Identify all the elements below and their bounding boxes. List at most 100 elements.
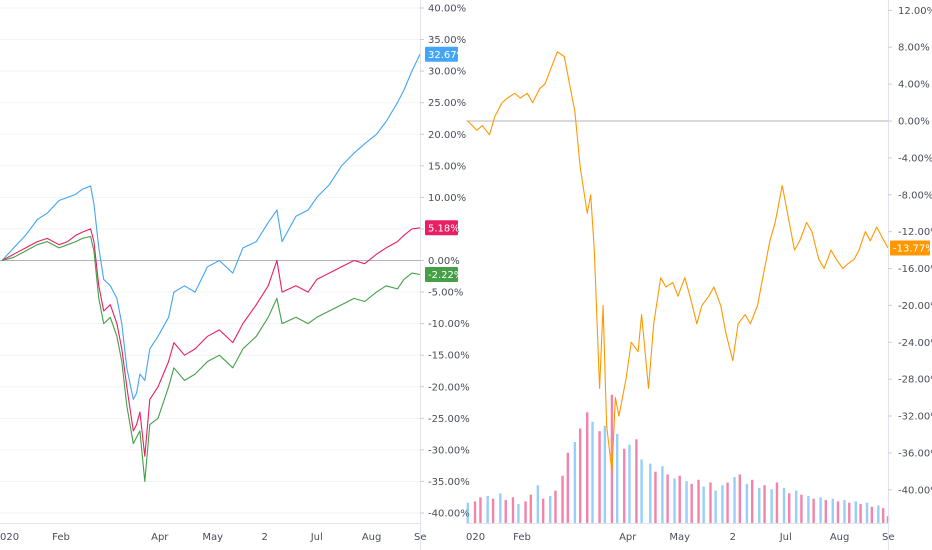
y-tick-label: -20.00% xyxy=(898,301,932,312)
volume-bar xyxy=(511,497,515,523)
y-tick-label: -16.00% xyxy=(898,264,932,275)
x-tick-label: 2 xyxy=(262,532,268,543)
volume-bar xyxy=(529,494,533,523)
y-tick-label: -12.00% xyxy=(898,227,932,238)
y-tick-label: 4.00% xyxy=(898,80,930,91)
y-tick-label: 20.00% xyxy=(428,130,466,141)
volume-bar xyxy=(598,431,601,523)
last-value-label: -13.77% xyxy=(893,243,932,254)
volume-bar xyxy=(473,501,477,523)
right-last-value-badges: -13.77% xyxy=(890,240,932,256)
x-tick-label: Apr xyxy=(151,532,169,543)
volume-bar xyxy=(877,505,880,523)
volume-bar xyxy=(578,428,582,523)
x-tick-label: Feb xyxy=(52,532,70,543)
volume-bar xyxy=(640,459,643,523)
volume-bar xyxy=(824,500,828,523)
volume-bar xyxy=(573,442,577,523)
x-tick-label: Se xyxy=(882,532,895,543)
x-tick-label: Aug xyxy=(362,532,382,543)
y-tick-label: -40.00% xyxy=(428,509,470,520)
y-tick-label: 12.00% xyxy=(898,6,932,17)
volume-bar xyxy=(775,482,779,523)
y-tick-label: -20.00% xyxy=(428,382,470,393)
y-tick-label: 15.00% xyxy=(428,161,466,172)
y-tick-label: -5.00% xyxy=(428,288,463,299)
x-tick-label: May xyxy=(202,532,223,543)
volume-bar xyxy=(819,497,822,523)
volume-bar xyxy=(479,497,482,523)
volume-bar xyxy=(726,482,729,523)
volume-bar xyxy=(709,482,712,523)
volume-bar xyxy=(549,496,552,523)
series-line xyxy=(1,235,421,482)
volume-bar xyxy=(591,421,594,523)
last-value-badge xyxy=(890,240,930,256)
right-volume-bars xyxy=(466,394,890,523)
volume-bar xyxy=(499,493,502,523)
volume-bar xyxy=(714,490,717,523)
left-series-group xyxy=(1,54,421,482)
volume-bar xyxy=(788,493,791,523)
volume-bar xyxy=(782,487,786,523)
last-value-badge xyxy=(425,220,458,236)
y-tick-label: 30.00% xyxy=(428,67,466,78)
series-line xyxy=(1,54,421,400)
left-last-value-badges: 32.67% 5.18% -2.22% xyxy=(425,46,466,283)
volume-bar xyxy=(770,489,773,523)
volume-bar xyxy=(491,498,495,523)
volume-bar xyxy=(843,500,846,523)
y-tick-label: -35.00% xyxy=(428,477,470,488)
left-x-axis: 020 Feb Apr May 2 Jul Aug Se xyxy=(0,532,427,543)
volume-bar xyxy=(807,496,810,523)
volume-bar xyxy=(554,490,557,523)
x-tick-label: 2 xyxy=(730,532,736,543)
volume-bar xyxy=(566,452,570,523)
right-y-axis: 12.00% 8.00% 4.00% 0.00% -4.00% -8.00% -12.00%… xyxy=(888,6,932,496)
volume-bar xyxy=(763,485,766,523)
right-x-axis: 020 Feb Apr May 2 Jul Aug Se xyxy=(466,532,895,543)
volume-bar xyxy=(615,433,619,523)
volume-bar xyxy=(504,500,507,523)
left-grid xyxy=(0,7,420,514)
volume-bar xyxy=(733,477,736,523)
volume-bar xyxy=(854,501,857,523)
y-tick-label: 25.00% xyxy=(428,98,466,109)
volume-bar xyxy=(758,487,761,523)
volume-bar xyxy=(812,498,815,523)
volume-bar xyxy=(690,483,693,523)
last-value-label: 5.18% xyxy=(428,223,460,234)
volume-bar xyxy=(635,439,638,523)
volume-bar xyxy=(685,481,688,523)
volume-bar xyxy=(654,471,657,523)
x-tick-label: 020 xyxy=(0,532,19,543)
last-value-badge xyxy=(425,46,458,62)
y-tick-label: 0.00% xyxy=(898,117,930,128)
y-tick-label: -8.00% xyxy=(898,190,932,201)
volume-bar xyxy=(649,463,652,523)
x-tick-label: May xyxy=(669,532,690,543)
volume-bar xyxy=(848,502,851,523)
x-tick-label: Se xyxy=(414,532,427,543)
y-tick-label: -24.00% xyxy=(898,338,932,349)
y-tick-label: -28.00% xyxy=(898,375,932,386)
volume-bar xyxy=(702,486,705,523)
y-tick-label: 0.00% xyxy=(428,256,460,267)
x-tick-label: Feb xyxy=(513,532,531,543)
volume-bar xyxy=(738,474,742,523)
volume-bar xyxy=(486,496,489,523)
right-chart-panel: 12.00% 8.00% 4.00% 0.00% -4.00% -8.00% -12.00%… xyxy=(466,0,932,550)
y-tick-label: -10.00% xyxy=(428,319,470,330)
series-line xyxy=(1,227,421,457)
volume-bar xyxy=(881,508,885,523)
x-tick-label: 020 xyxy=(466,532,485,543)
left-chart-panel: 40.00%35.00%30.00%25.00%20.00%15.00%10.0… xyxy=(0,0,470,550)
y-tick-label: 35.00% xyxy=(428,35,466,46)
volume-bar xyxy=(870,506,874,523)
volume-bar xyxy=(628,444,631,523)
x-tick-label: Jul xyxy=(779,532,792,543)
volume-bar xyxy=(678,475,681,523)
volume-bar xyxy=(524,501,527,523)
right-series-group xyxy=(467,51,889,472)
